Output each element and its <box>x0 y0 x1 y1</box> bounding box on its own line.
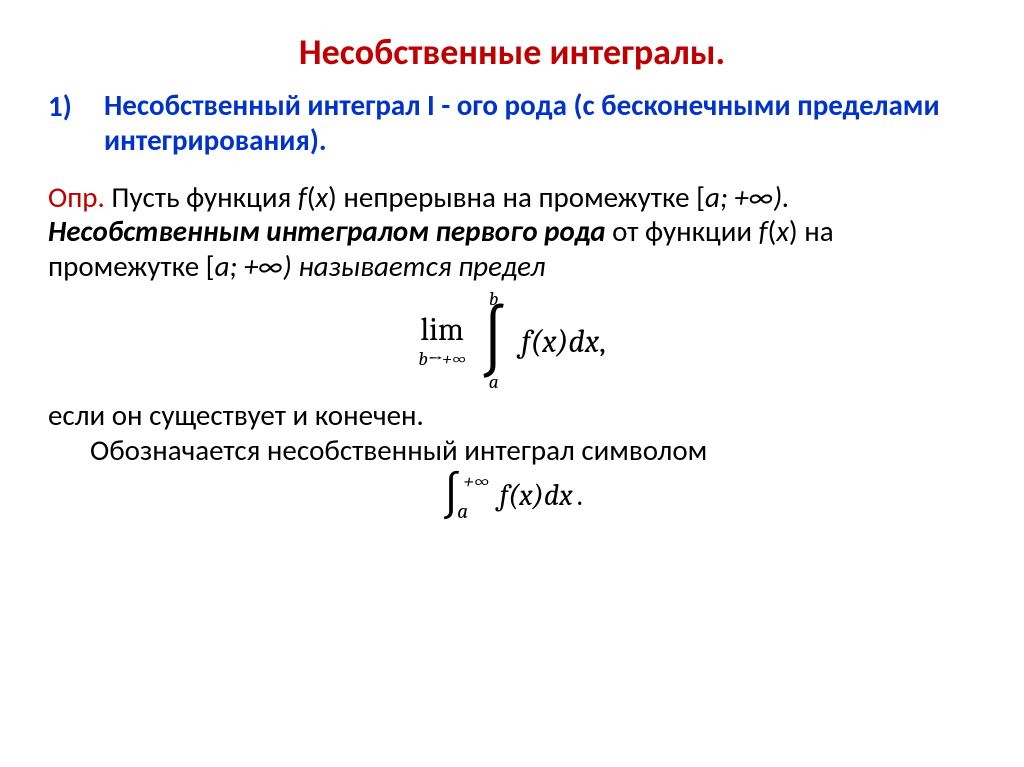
title-text: Несобственные интегралы. <box>299 30 725 74</box>
integrand: f(x)dx <box>521 323 599 360</box>
small-int-upper: +∞ <box>463 470 489 494</box>
lim-label: lim <box>420 314 464 346</box>
small-integrand: f(x)dx <box>500 478 573 513</box>
p1-fx2: f <box>759 213 768 249</box>
formula-inline: ∫ +∞ a f(x)dx . <box>48 472 976 520</box>
p1-t3: ; +∞). <box>720 179 790 215</box>
list-item-1: 1) Несобственный интеграл I - ого рода (… <box>48 88 976 158</box>
p1-po2: ( <box>768 213 777 249</box>
limit: lim b→+∞ <box>418 314 466 369</box>
p1-t2: непрерывна на промежутке [ <box>337 179 705 215</box>
lim-sub: b→+∞ <box>418 350 466 369</box>
p1-bold-italic: Несобственным интегралом первого рода <box>48 213 606 249</box>
slide: Несобственные интегралы. 1) Несобственны… <box>0 0 1024 767</box>
p1-pc2: ) <box>789 213 798 249</box>
integrand-wrap: f(x)dx, <box>521 323 605 360</box>
p1-a1: а <box>705 179 720 215</box>
p1-pc1: ) <box>328 179 337 215</box>
p1-t4: от функции <box>606 213 759 249</box>
int-symbol: ∫ <box>480 304 507 378</box>
p1-x2: х <box>776 213 789 249</box>
comma: , <box>599 323 606 360</box>
list-text: Несобственный интеграл I - ого рода (с б… <box>104 88 976 158</box>
p1-x1: х <box>315 179 328 215</box>
small-integral: ∫ +∞ a <box>441 472 461 520</box>
period: . <box>577 478 583 513</box>
p1-a2: а <box>215 248 230 284</box>
p1-fx1: f <box>298 179 307 215</box>
definition-label: Опр. <box>48 179 105 215</box>
slide-title: Несобственные интегралы. <box>48 30 976 74</box>
paragraph-3: Обозначается несобственный интеграл симв… <box>48 433 976 468</box>
formula-main: lim b→+∞ b ∫ a f(x)dx, <box>48 290 976 392</box>
integral: b ∫ a <box>480 290 507 392</box>
paragraph-2: если он существует и конечен. <box>48 398 976 433</box>
small-int-lower: a <box>457 500 468 524</box>
paragraph-1: Опр. Пусть функция f(х) непрерывна на пр… <box>48 180 976 284</box>
p1-t6: ; +∞) называется предел <box>230 248 546 284</box>
p1-t1: Пусть функция <box>105 179 298 215</box>
list-number: 1) <box>48 88 104 124</box>
